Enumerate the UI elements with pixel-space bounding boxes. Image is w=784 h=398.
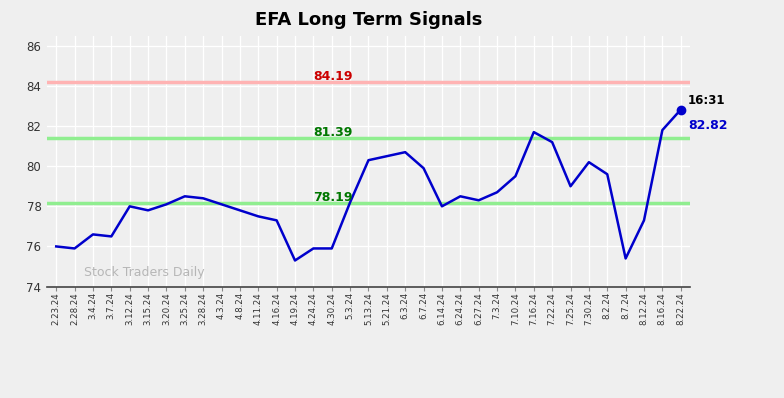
Text: Stock Traders Daily: Stock Traders Daily: [84, 265, 205, 279]
Text: 82.82: 82.82: [688, 119, 728, 132]
Title: EFA Long Term Signals: EFA Long Term Signals: [255, 11, 482, 29]
Text: 81.39: 81.39: [314, 126, 353, 139]
Text: 16:31: 16:31: [688, 94, 725, 107]
Text: 78.19: 78.19: [314, 191, 353, 203]
Text: 84.19: 84.19: [314, 70, 353, 83]
